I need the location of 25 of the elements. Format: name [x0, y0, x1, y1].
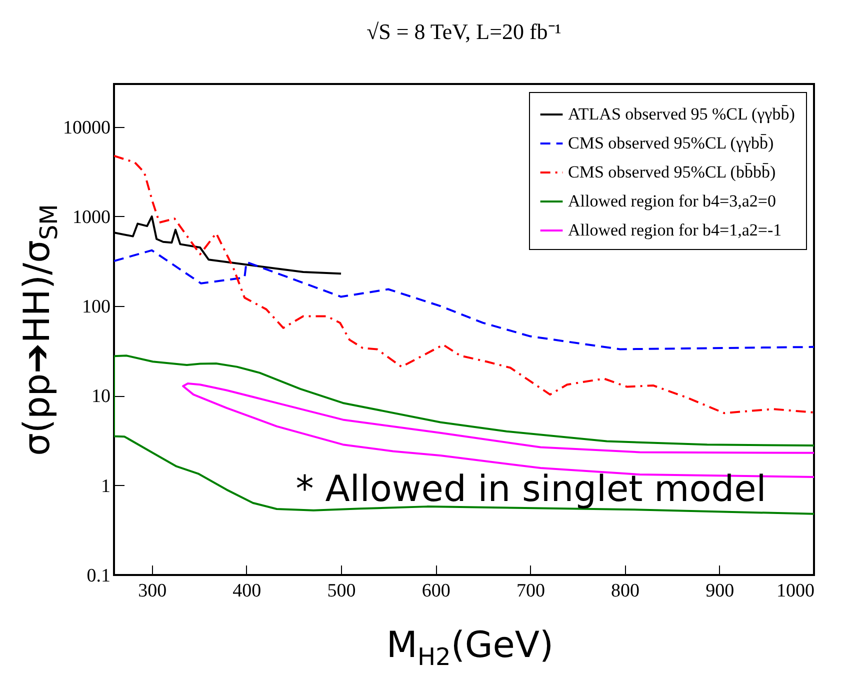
y-tick-label: 0.1 — [86, 566, 110, 586]
annotation: * Allowed in singlet model — [296, 469, 766, 510]
legend-label: CMS observed 95%CL (γγbb̄) — [568, 134, 774, 152]
x-tick-label: 800 — [611, 580, 640, 602]
x-tick-label: 900 — [706, 580, 734, 602]
legend-label: ATLAS observed 95 %CL (γγbb̄) — [568, 104, 795, 124]
line-series — [114, 249, 814, 350]
line-series — [114, 354, 814, 515]
x-tick-label: 300 — [138, 580, 167, 602]
line-series — [114, 154, 814, 414]
x-tick-label: 1000 — [776, 580, 814, 602]
y-tick-label: 1 — [101, 476, 110, 497]
x-tick-label: 600 — [422, 580, 450, 602]
x-tick-label: 500 — [327, 580, 356, 602]
x-tick-label: 700 — [516, 580, 545, 602]
x-tick-label: 400 — [232, 580, 262, 602]
y-tick-label: 100 — [82, 296, 110, 318]
legend-label: Allowed region for b4=1,a2=-1 — [568, 220, 782, 240]
chart-title: √S = 8 TeV, L=20 fb⁻¹ — [366, 19, 562, 44]
y-tick-label: 10 — [92, 386, 110, 408]
legend-label: Allowed region for b4=3,a2=0 — [568, 192, 776, 210]
y-tick-label: 10000 — [63, 117, 110, 138]
y-tick-label: 1000 — [72, 206, 110, 228]
x-axis-title: M$_{H2}$(GeV) — [386, 624, 554, 672]
legend-label: CMS observed 95%CL (bb̄bb̄) — [568, 162, 776, 182]
